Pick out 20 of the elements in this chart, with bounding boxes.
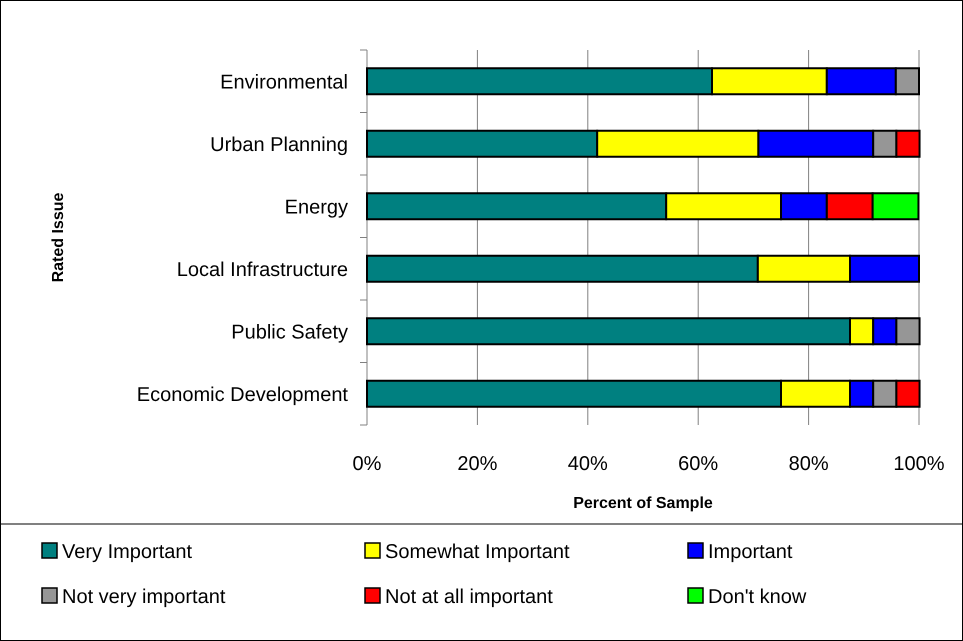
- y-tick-label: Environmental: [220, 71, 348, 94]
- y-tick-label: Local Infrastructure: [176, 258, 348, 281]
- y-tick-label: Urban Planning: [210, 134, 348, 156]
- legend-label: Not at all important: [385, 586, 554, 608]
- x-tick-label: 40%: [568, 453, 608, 475]
- legend-label: Don't know: [708, 586, 807, 608]
- legend-label: Very Important: [62, 541, 192, 563]
- y-tick-label: Economic Development: [136, 384, 348, 406]
- x-tick-label: 80%: [788, 453, 829, 475]
- x-tick-label: 20%: [457, 453, 498, 475]
- x-tick-label: 0%: [352, 453, 382, 475]
- y-tick-label: Energy: [284, 196, 348, 218]
- y-axis-title: Rated Issue: [50, 192, 67, 282]
- x-tick-label: 100%: [893, 453, 945, 475]
- x-tick-label: 60%: [678, 453, 718, 475]
- legend-label: Somewhat Important: [385, 541, 570, 563]
- legend-label: Not very important: [62, 586, 226, 608]
- x-axis-title: Percent of Sample: [573, 495, 713, 512]
- legend-label: Important: [708, 541, 793, 563]
- y-tick-label: Public Safety: [231, 321, 348, 344]
